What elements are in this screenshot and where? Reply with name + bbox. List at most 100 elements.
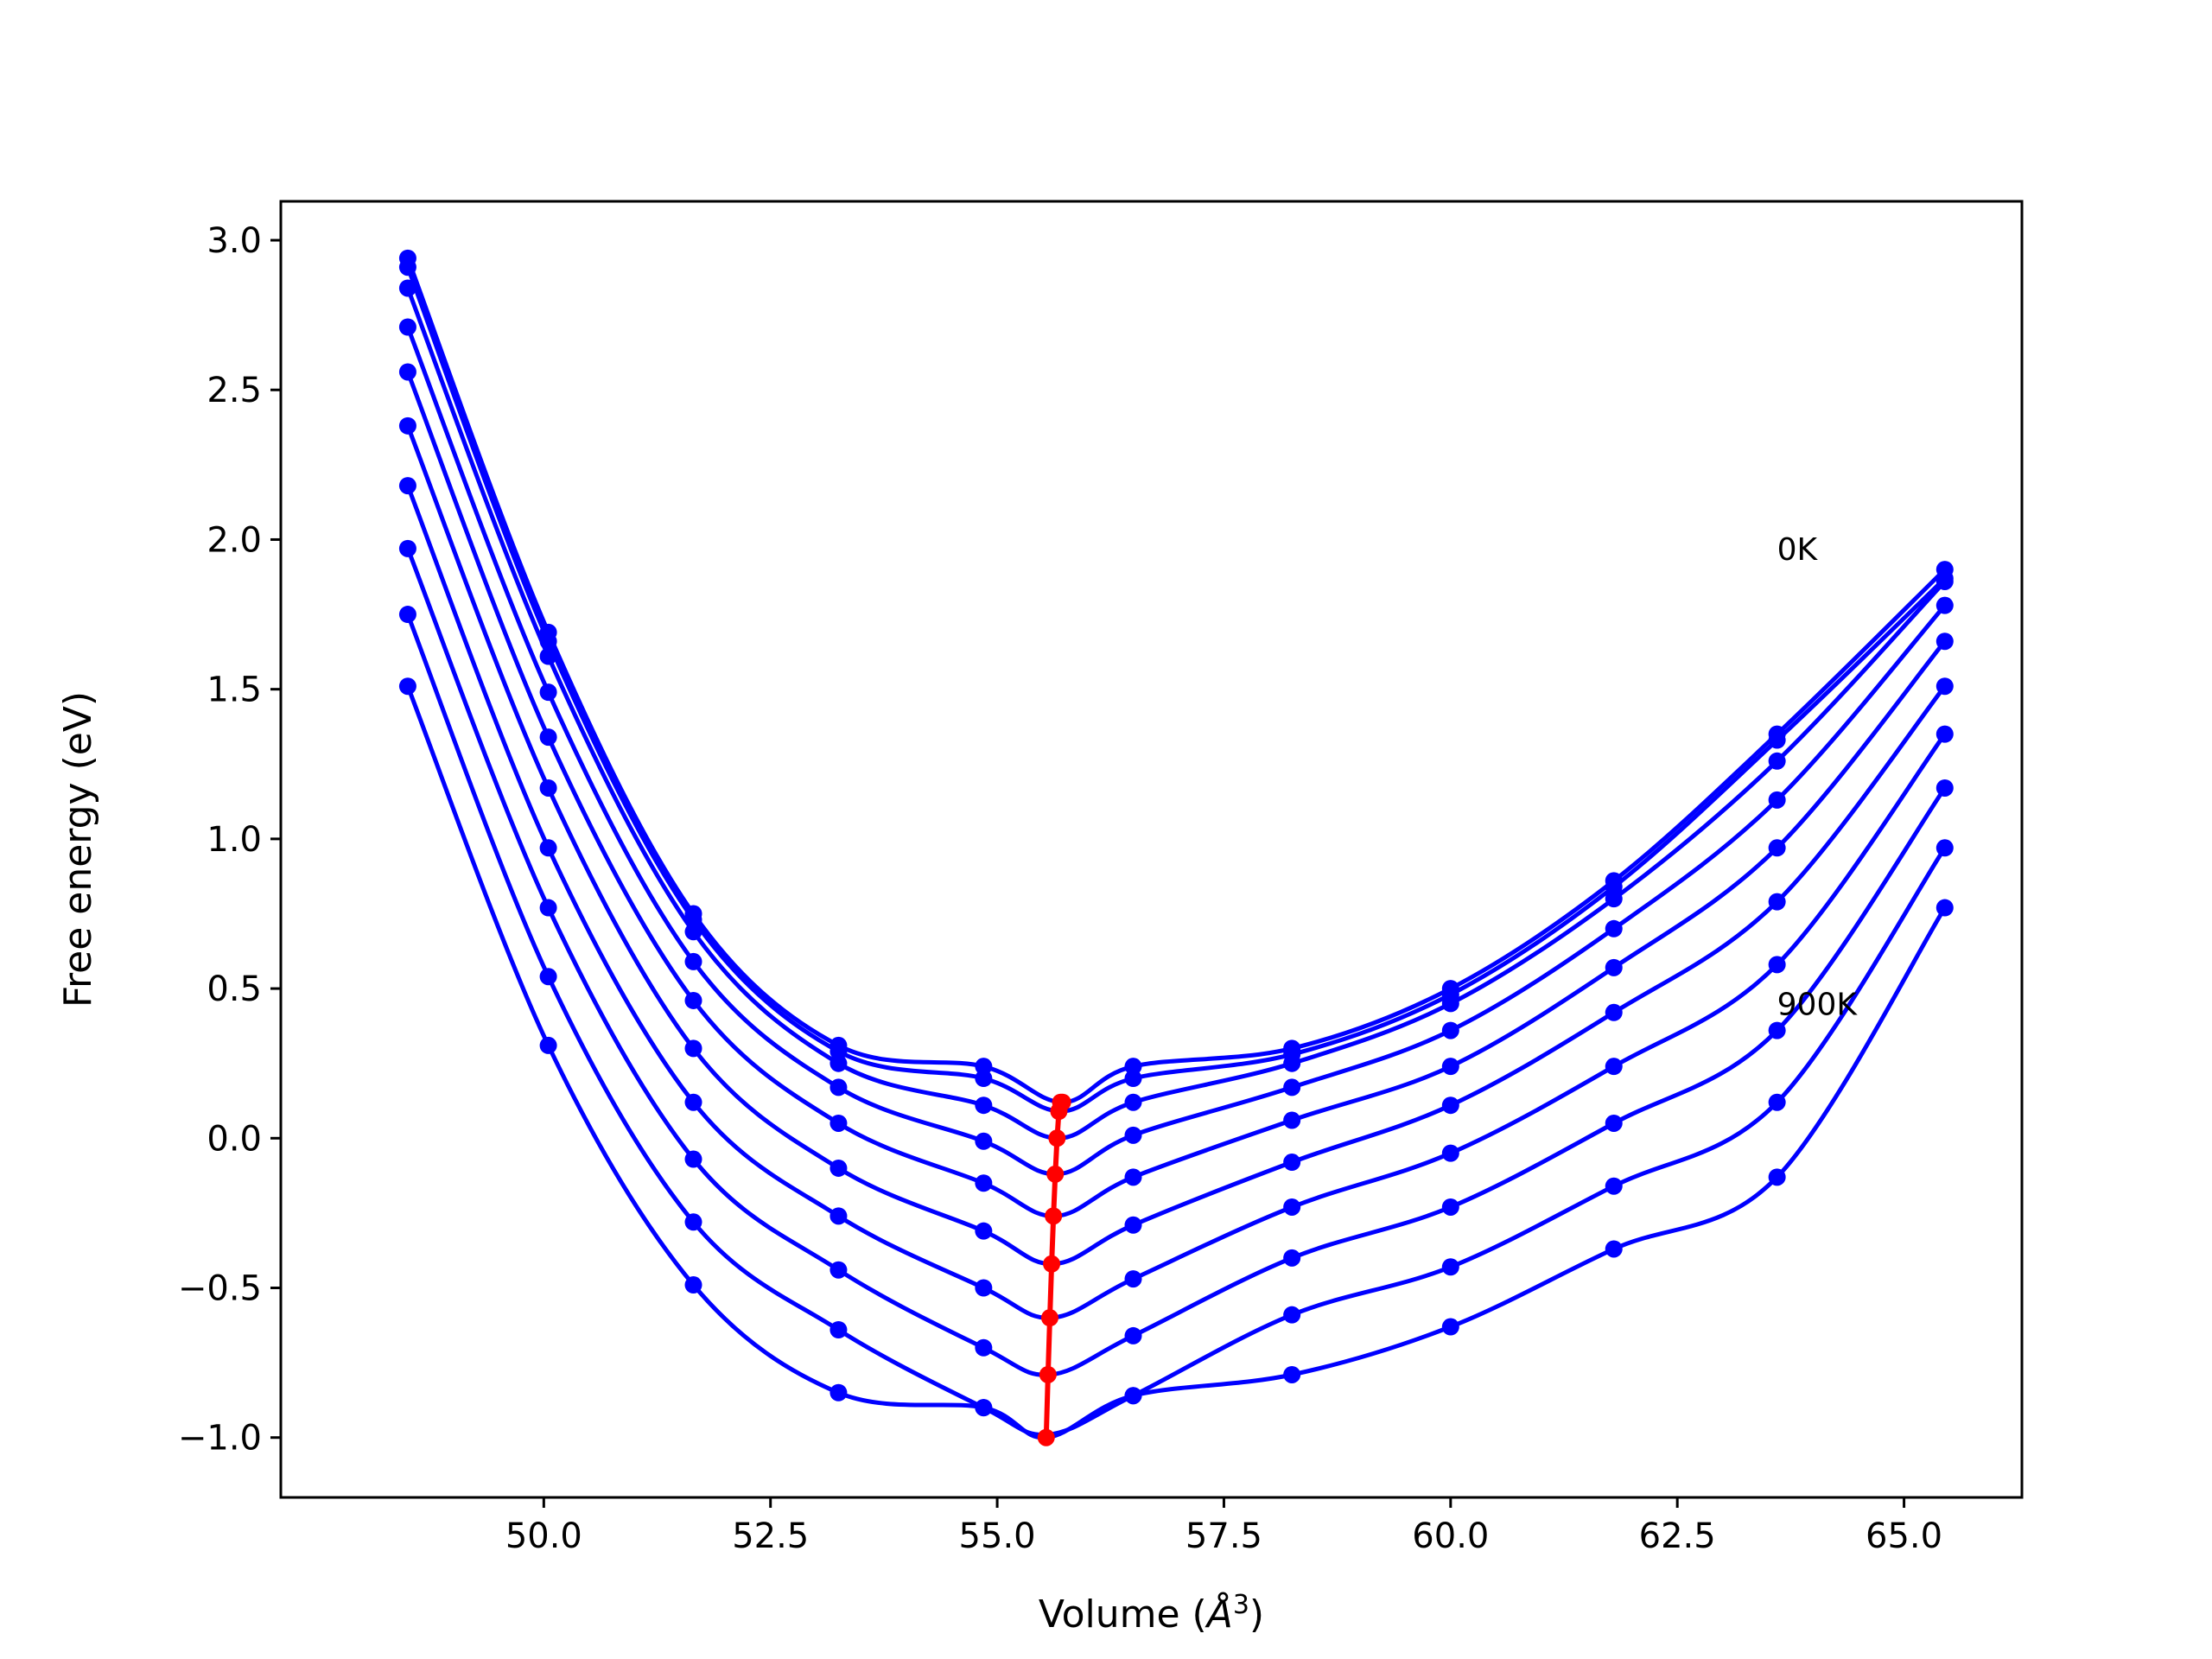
data-point (539, 728, 557, 747)
data-point (1124, 1126, 1142, 1144)
data-point (539, 1036, 557, 1054)
data-point (539, 647, 557, 665)
data-point (684, 1150, 702, 1168)
data-point (830, 1114, 848, 1132)
minimum-point (1039, 1365, 1057, 1383)
data-point (975, 1070, 993, 1088)
data-point (1936, 632, 1954, 651)
fit-curve-3 (405, 326, 1947, 1177)
data-point (684, 1039, 702, 1058)
data-point (1936, 572, 1954, 590)
y-tick-label: 3.0 (207, 221, 262, 261)
axes-frame (279, 200, 2024, 1499)
data-point (1605, 958, 1623, 976)
fit-curve-5 (405, 424, 1947, 1267)
data-point (1283, 1111, 1301, 1129)
minimum-point (1037, 1428, 1055, 1446)
data-point (830, 1321, 848, 1339)
x-tick-label: 55.0 (959, 1516, 1036, 1556)
x-axis-label: Volume (Å3) (1039, 1590, 1264, 1637)
data-point (1768, 731, 1786, 749)
y-tick-label: 0.5 (207, 969, 262, 1009)
data-point (1768, 752, 1786, 770)
data-point (539, 899, 557, 917)
data-point (1605, 1058, 1623, 1076)
data-point (1936, 899, 1954, 917)
data-point (1768, 893, 1786, 911)
y-tick-label: 0.0 (207, 1119, 262, 1159)
x-axis-label-close: ) (1249, 1592, 1264, 1637)
data-point (1605, 1114, 1623, 1132)
data-point (1936, 725, 1954, 743)
data-point (684, 911, 702, 929)
data-point (398, 258, 416, 276)
x-tick-label: 50.0 (505, 1516, 582, 1556)
data-point (1605, 1240, 1623, 1258)
data-point (1768, 956, 1786, 974)
data-point (1124, 1093, 1142, 1111)
data-point (1124, 1070, 1142, 1088)
data-point (830, 1383, 848, 1402)
temperature-annotation: 0K (1777, 532, 1819, 568)
data-point (539, 683, 557, 702)
data-point (398, 416, 416, 435)
data-point (1124, 1326, 1142, 1344)
y-tick-label: 1.5 (207, 671, 262, 710)
x-axis-label-unit: Å (1205, 1591, 1233, 1637)
data-point (398, 539, 416, 557)
data-point (684, 1213, 702, 1231)
data-point (1441, 1058, 1459, 1076)
y-tick-label: −1.0 (178, 1419, 262, 1459)
minimum-point (1053, 1093, 1071, 1111)
data-point (684, 1276, 702, 1294)
fit-curve-1 (405, 266, 1947, 1114)
data-point (1768, 1021, 1786, 1039)
data-point (975, 1222, 993, 1240)
data-point (1124, 1387, 1142, 1405)
minimum-point (1040, 1309, 1058, 1327)
y-tick-label: −0.5 (178, 1269, 262, 1309)
data-point (684, 923, 702, 941)
data-point (975, 1279, 993, 1297)
data-point (1605, 919, 1623, 938)
data-point (1441, 995, 1459, 1013)
data-point (830, 1078, 848, 1096)
data-point (398, 279, 416, 297)
data-point (1441, 1258, 1459, 1276)
data-point (398, 318, 416, 336)
y-tick-label: 2.0 (207, 520, 262, 560)
data-point (975, 1338, 993, 1357)
data-point (1605, 890, 1623, 908)
data-point (830, 1159, 848, 1177)
fit-curve-4 (405, 371, 1947, 1218)
data-point (1441, 1021, 1459, 1039)
data-point (1441, 1318, 1459, 1336)
data-point (1283, 1365, 1301, 1383)
temperature-annotation: 900K (1777, 987, 1859, 1022)
data-point (684, 952, 702, 970)
data-point (1283, 1306, 1301, 1324)
data-point (1936, 596, 1954, 614)
x-axis-label-exponent: 3 (1233, 1590, 1249, 1620)
data-point (1441, 1198, 1459, 1216)
x-axis-label-text: Volume ( (1039, 1592, 1207, 1637)
data-point (398, 606, 416, 624)
data-point (1124, 1216, 1142, 1234)
data-point (830, 1261, 848, 1279)
data-point (1936, 779, 1954, 797)
data-point (1768, 1093, 1786, 1111)
data-point (539, 779, 557, 797)
minimum-point (1046, 1165, 1065, 1183)
data-point (398, 677, 416, 696)
data-point (684, 1093, 702, 1111)
fit-curve-9 (405, 685, 1947, 1440)
data-point (1124, 1270, 1142, 1288)
data-point (1441, 1096, 1459, 1115)
x-tick-label: 57.5 (1185, 1516, 1262, 1556)
data-point (1605, 1177, 1623, 1195)
data-point (1283, 1054, 1301, 1072)
data-point (1936, 677, 1954, 696)
axis-ticks: 50.0 52.5 55.0 57.5 60.0 62.5 65.0 −1.0 −0.5 0.0 0… (178, 221, 1942, 1556)
